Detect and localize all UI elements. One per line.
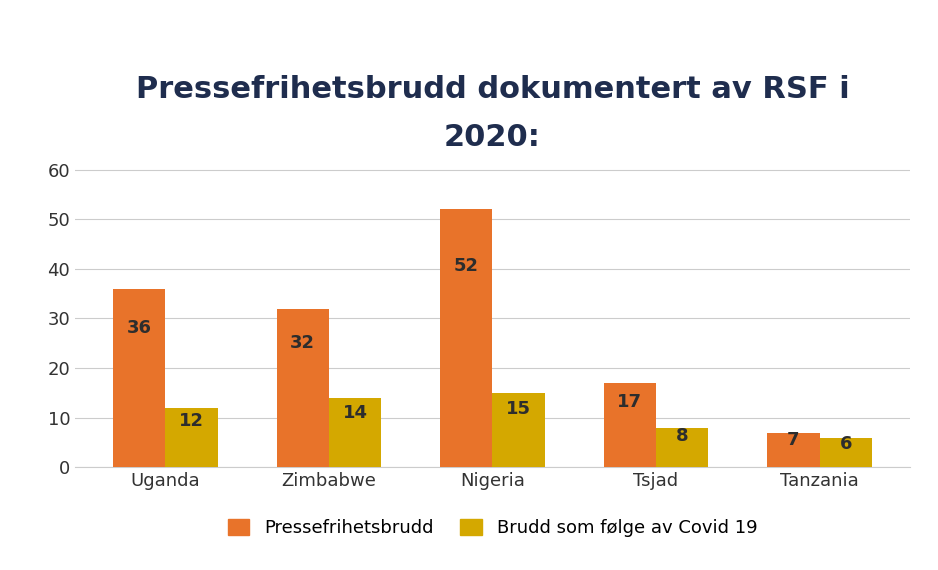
Text: 15: 15 <box>507 400 531 418</box>
Text: 12: 12 <box>179 412 204 430</box>
Text: 8: 8 <box>676 428 688 445</box>
Bar <box>767 433 820 467</box>
Title: Pressefrihetsbrudd dokumentert av RSF i
2020:: Pressefrihetsbrudd dokumentert av RSF i … <box>136 75 849 152</box>
Bar <box>492 393 545 467</box>
Bar <box>113 288 165 467</box>
Text: 52: 52 <box>454 257 478 275</box>
Bar <box>604 383 656 467</box>
Bar <box>656 428 708 467</box>
Text: 36: 36 <box>127 319 152 337</box>
Bar <box>277 308 329 467</box>
Text: 14: 14 <box>342 404 368 422</box>
Legend: Pressefrihetsbrudd, Brudd som følge av Covid 19: Pressefrihetsbrudd, Brudd som følge av C… <box>220 512 764 544</box>
Bar <box>440 209 492 467</box>
Text: 7: 7 <box>787 431 800 449</box>
Bar <box>329 398 381 467</box>
Text: 17: 17 <box>617 393 643 410</box>
Text: 32: 32 <box>290 335 315 352</box>
Bar <box>165 408 218 467</box>
Text: 6: 6 <box>840 435 852 453</box>
Bar <box>820 438 872 467</box>
